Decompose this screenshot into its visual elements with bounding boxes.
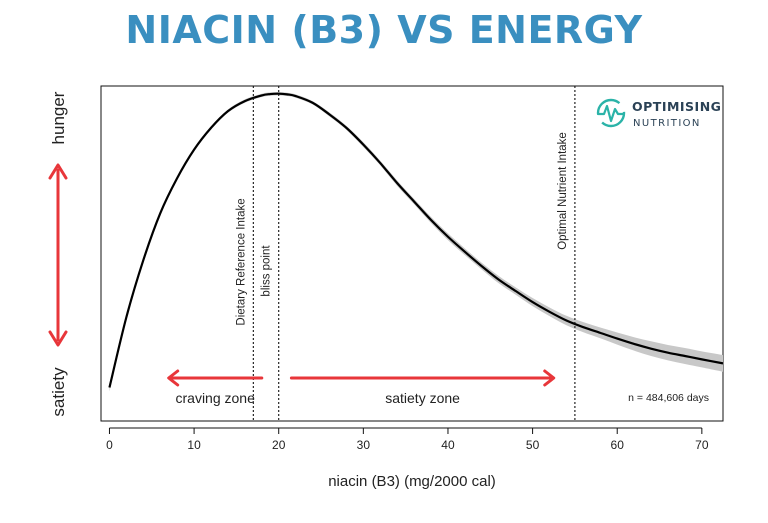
vline-label: bliss point [261,245,273,297]
x-tick-label: 30 [357,438,371,452]
x-tick-label: 20 [272,438,286,452]
chart-title: NIACIN (B3) VS ENERGY [125,8,643,52]
plot-frame [100,85,724,422]
series-line-energy [108,92,724,388]
zone-label-craving: craving zone [176,390,256,406]
y-label-satiety: satiety [49,367,68,417]
zone-arrowhead-icon [543,369,556,387]
y-label-hunger: hunger [49,91,68,144]
zone-arrowhead-icon [167,369,180,387]
vline-label: Dietary Reference Intake [235,198,247,325]
x-tick-label: 60 [611,438,625,452]
x-axis-label: niacin (B3) (mg/2000 cal) [328,473,496,490]
hunger-satiety-arrow-icon [48,163,68,347]
logo-line2: NUTRITION [633,118,701,129]
logo: OPTIMISING NUTRITION [596,98,721,129]
confidence-band [109,92,723,392]
logo-line1: OPTIMISING [632,99,721,114]
x-tick-label: 70 [695,438,709,452]
sample-size-note: n = 484,606 days [628,392,709,404]
heartbeat-wave-icon [596,98,626,128]
x-tick-label: 50 [526,438,540,452]
x-tick-label: 10 [187,438,201,452]
vline-label: Optimal Nutrient Intake [557,132,569,250]
x-tick-label: 0 [106,438,113,452]
x-tick-label: 40 [441,438,455,452]
zone-label-satiety: satiety zone [385,390,460,406]
